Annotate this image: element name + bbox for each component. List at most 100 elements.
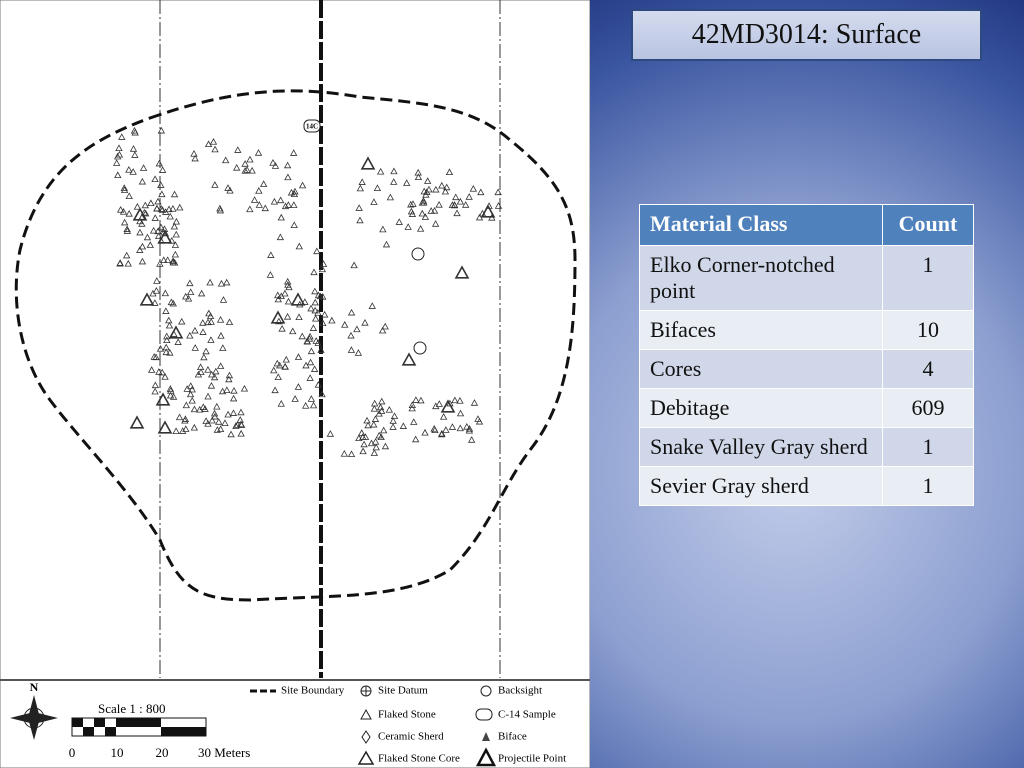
flake-symbol	[290, 201, 298, 208]
c14-label: 14C	[306, 123, 318, 131]
flake-symbol	[210, 373, 219, 381]
flake-symbol	[165, 316, 173, 324]
flake-symbol	[463, 422, 471, 430]
count-cell: 1	[882, 466, 974, 506]
legend-label: Biface	[498, 731, 527, 743]
flake-symbol	[368, 302, 376, 309]
flake-symbol	[157, 126, 166, 134]
flake-symbol	[378, 326, 387, 334]
flake-symbol	[276, 233, 285, 241]
flake-symbol	[162, 343, 170, 351]
flake-symbol	[163, 336, 171, 344]
flake-symbol	[395, 218, 403, 225]
flake-symbol	[199, 319, 207, 326]
flake-symbol	[465, 193, 473, 200]
flake-symbol	[181, 416, 189, 424]
flake-symbol	[430, 425, 438, 432]
flake-symbol	[216, 362, 225, 369]
flake-symbol	[199, 403, 207, 410]
flake-symbol	[223, 386, 231, 394]
flake-symbol	[149, 226, 158, 234]
flake-symbol	[290, 221, 298, 228]
flake-symbol	[260, 180, 268, 187]
flake-symbol	[184, 294, 193, 302]
flake-symbol	[248, 166, 256, 174]
flake-symbol	[158, 368, 166, 376]
table-body: Elko Corner-notched point 1 Bifaces 10 Cores…	[639, 245, 974, 506]
flake-symbol	[116, 259, 124, 266]
class-cell: Bifaces	[639, 310, 883, 350]
flake-symbol	[233, 163, 241, 171]
flake-symbol	[147, 199, 155, 207]
flake-symbol	[309, 401, 318, 409]
flake-symbol	[320, 310, 329, 318]
flake-symbol	[465, 426, 474, 434]
flake-symbol	[281, 289, 289, 297]
flake-symbol	[199, 328, 207, 335]
flake-symbol	[301, 402, 310, 409]
flake-symbol	[236, 416, 244, 423]
flake-symbol	[438, 430, 446, 438]
flake-symbol	[158, 166, 167, 173]
site-map: 14C N Scale 1 : 800 0 10 20 30 Meters Si…	[0, 0, 590, 768]
flake-symbol	[275, 361, 284, 369]
flake-symbol	[241, 167, 249, 174]
table-row: Debitage 609	[639, 388, 974, 428]
flake-symbol	[353, 325, 361, 333]
flake-symbol	[319, 319, 327, 327]
flake-symbol	[291, 395, 299, 402]
flake-symbol	[277, 292, 285, 300]
flake-symbol	[157, 205, 165, 212]
flake-symbol	[115, 144, 123, 152]
flake-symbol	[340, 449, 349, 457]
slide-title: 42MD3014: Surface	[631, 9, 982, 61]
flake-symbol	[175, 413, 184, 421]
flake-symbol	[373, 184, 382, 192]
flake-symbol	[310, 268, 318, 276]
flake-symbol	[204, 318, 212, 326]
flake-symbol	[448, 201, 457, 208]
table-row: Elko Corner-notched point 1	[639, 245, 974, 311]
scale-bar	[71, 717, 207, 737]
flake-symbol	[377, 433, 385, 441]
core-symbol	[155, 392, 171, 406]
core-symbol	[157, 230, 173, 244]
flake-symbol	[421, 213, 430, 220]
flake-symbol	[309, 324, 318, 331]
north-label: N	[30, 680, 39, 694]
flake-symbol	[255, 201, 263, 208]
flake-symbol	[370, 449, 379, 456]
flake-symbol	[475, 417, 484, 425]
flake-symbol	[133, 203, 142, 210]
flake-symbol	[156, 344, 165, 352]
flake-symbol	[435, 400, 443, 407]
flake-symbol	[191, 154, 199, 162]
flake-symbol	[120, 184, 128, 191]
flake-symbol	[360, 440, 368, 448]
flake-symbol	[212, 367, 220, 375]
flake-symbol	[131, 151, 139, 158]
flake-symbol	[153, 204, 161, 212]
flake-symbol	[131, 128, 139, 136]
flake-symbol	[306, 374, 314, 381]
flake-symbol	[416, 225, 425, 232]
flake-symbol	[151, 381, 160, 389]
flake-symbol	[291, 187, 299, 195]
flake-symbol	[211, 181, 219, 188]
flake-symbol	[136, 228, 144, 236]
flake-symbol	[347, 346, 356, 353]
flake-symbol	[347, 308, 356, 316]
scale-tick: 30 Meters	[198, 745, 250, 760]
flake-symbol	[194, 370, 203, 378]
flake-symbol	[164, 256, 172, 264]
flake-symbol	[435, 200, 443, 208]
header-cell: Count	[882, 204, 974, 246]
flake-symbol	[182, 425, 190, 432]
flake-symbol	[201, 405, 209, 412]
flake-symbol	[305, 334, 314, 342]
flake-symbol	[318, 390, 326, 398]
flake-symbol	[243, 166, 251, 173]
flake-symbol	[202, 347, 210, 355]
flake-symbol	[419, 197, 428, 204]
core-symbol	[290, 292, 306, 306]
